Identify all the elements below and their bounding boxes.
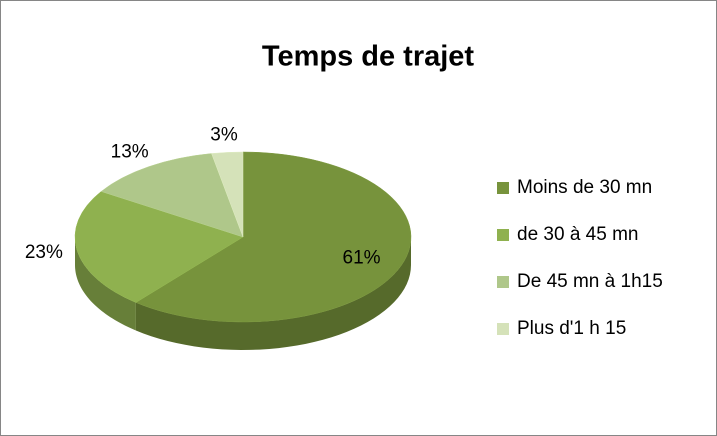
pie-slice <box>211 151 244 238</box>
legend-swatch <box>497 323 509 335</box>
data-label: 61% <box>343 248 381 269</box>
legend-swatch <box>497 182 509 194</box>
legend-label: de 30 à 45 mn <box>517 224 638 245</box>
pie-side <box>75 237 136 331</box>
data-label: 23% <box>25 242 63 263</box>
legend-swatch <box>497 276 509 288</box>
data-label: 13% <box>111 142 149 163</box>
pie-slice <box>74 191 244 303</box>
legend-label: De 45 mn à 1h15 <box>517 271 663 292</box>
pie-slice <box>100 153 244 238</box>
data-label: 3% <box>210 124 238 145</box>
legend-swatch <box>497 229 509 241</box>
pie-side <box>135 237 411 350</box>
pie-slice <box>135 151 412 323</box>
legend-label: Moins de 30 mn <box>517 177 652 198</box>
chart-title: Temps de trajet <box>262 41 475 73</box>
legend-label: Plus d'1 h 15 <box>517 318 626 339</box>
